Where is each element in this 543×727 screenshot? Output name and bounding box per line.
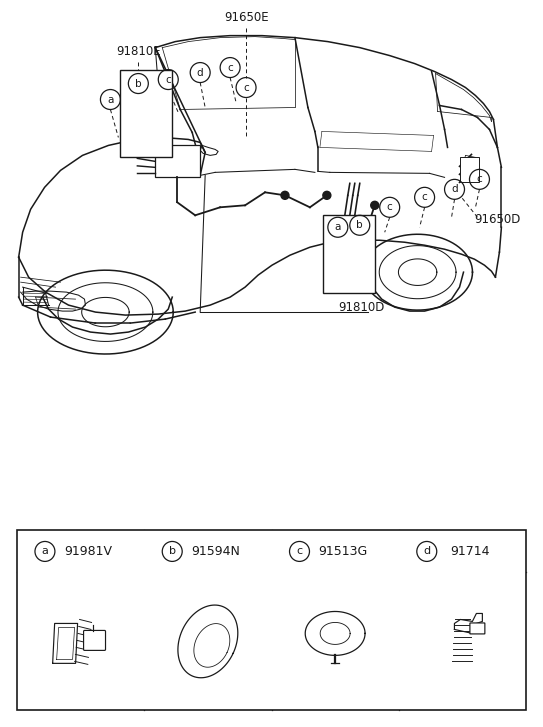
Bar bbox=[323, 215, 375, 293]
Bar bbox=[3, 3, 540, 529]
Circle shape bbox=[281, 191, 289, 199]
Text: c: c bbox=[243, 83, 249, 92]
Text: c: c bbox=[227, 63, 233, 73]
Text: c: c bbox=[166, 75, 171, 84]
Text: b: b bbox=[135, 79, 142, 89]
Text: 91513G: 91513G bbox=[318, 545, 368, 558]
Text: 91650E: 91650E bbox=[224, 11, 268, 24]
Bar bbox=[459, 157, 479, 182]
Bar bbox=[17, 531, 526, 710]
Text: 91594N: 91594N bbox=[191, 545, 240, 558]
Text: d: d bbox=[423, 547, 431, 556]
Bar bbox=[155, 145, 200, 177]
Text: a: a bbox=[107, 95, 113, 105]
Text: b: b bbox=[356, 220, 363, 230]
Text: 91981V: 91981V bbox=[64, 545, 112, 558]
Text: c: c bbox=[296, 547, 302, 556]
Text: a: a bbox=[41, 547, 48, 556]
Bar bbox=[121, 70, 172, 157]
Text: 91810D: 91810D bbox=[339, 300, 385, 313]
Text: c: c bbox=[387, 202, 393, 212]
Text: 91810E: 91810E bbox=[116, 45, 161, 58]
Circle shape bbox=[371, 201, 378, 209]
Text: 91714: 91714 bbox=[450, 545, 490, 558]
Text: c: c bbox=[422, 193, 427, 202]
Text: b: b bbox=[169, 547, 176, 556]
FancyBboxPatch shape bbox=[470, 623, 485, 634]
Text: d: d bbox=[451, 185, 458, 194]
Text: 91650D: 91650D bbox=[474, 213, 521, 226]
Text: c: c bbox=[477, 174, 482, 185]
Circle shape bbox=[323, 191, 331, 199]
FancyBboxPatch shape bbox=[84, 630, 105, 651]
Text: a: a bbox=[334, 222, 341, 232]
Text: d: d bbox=[197, 68, 204, 78]
